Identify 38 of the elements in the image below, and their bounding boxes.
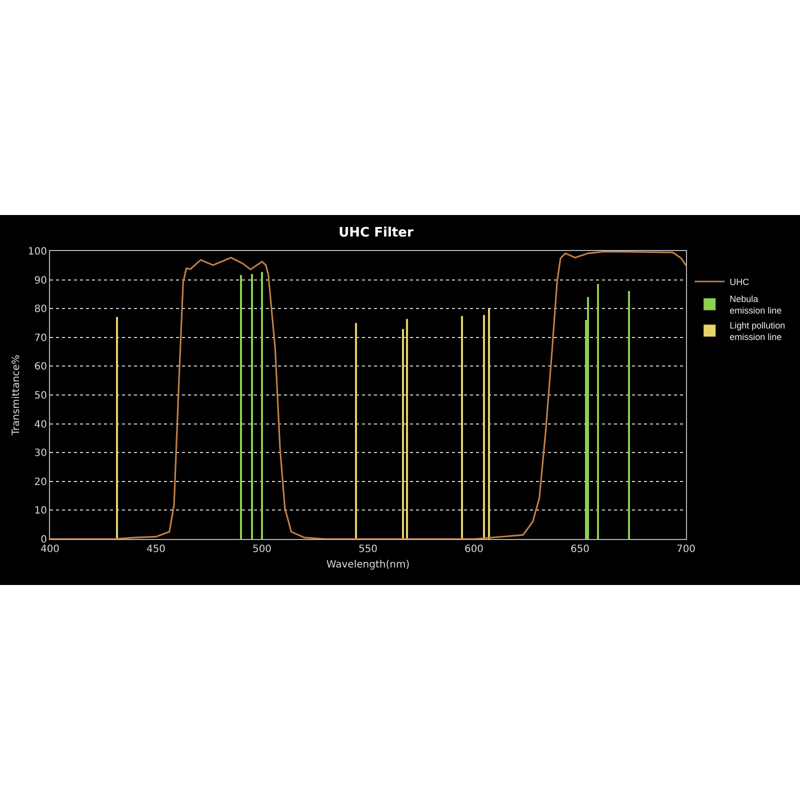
bar xyxy=(488,309,490,539)
bar xyxy=(587,297,589,539)
bar xyxy=(261,272,263,539)
y-tick-label: 50 xyxy=(34,390,47,402)
bar xyxy=(116,317,118,539)
x-tick-label: 700 xyxy=(676,544,696,555)
y-tick-label: 0 xyxy=(40,534,47,546)
legend-label: UHC xyxy=(730,277,750,288)
bar xyxy=(628,291,630,539)
y-tick-label: 40 xyxy=(34,419,47,430)
y-tick-label: 10 xyxy=(34,506,47,517)
legend-label: Light pollution emission line xyxy=(730,320,786,342)
x-tick-label: 600 xyxy=(464,544,484,555)
chart-title: UHC Filter xyxy=(338,226,414,241)
bar xyxy=(461,316,463,539)
bar xyxy=(406,319,408,539)
y-tick-label: 90 xyxy=(34,275,47,286)
x-tick-label: 650 xyxy=(570,544,590,555)
x-tick-label: 550 xyxy=(358,544,378,555)
y-axis-title: Transmittance% xyxy=(10,354,22,436)
x-axis-title: Wavelength(nm) xyxy=(326,560,410,570)
bar xyxy=(251,274,253,539)
y-tick-label: 70 xyxy=(34,332,47,344)
line-series xyxy=(50,251,686,539)
bar xyxy=(402,329,404,539)
y-tick-label: 100 xyxy=(28,246,47,258)
x-tick-label: 500 xyxy=(252,544,272,555)
y-tick-label: 30 xyxy=(34,448,47,460)
x-tick-label: 450 xyxy=(146,544,166,555)
bar xyxy=(483,315,485,539)
bar xyxy=(355,323,357,539)
legend-label: Nebula emission line xyxy=(730,294,782,316)
y-tick-label: 80 xyxy=(34,304,47,316)
y-tick-label: 20 xyxy=(34,476,47,488)
x-tick-label: 400 xyxy=(40,544,60,555)
bar xyxy=(240,275,242,539)
y-tick-label: 60 xyxy=(34,362,47,373)
bar xyxy=(597,284,599,539)
